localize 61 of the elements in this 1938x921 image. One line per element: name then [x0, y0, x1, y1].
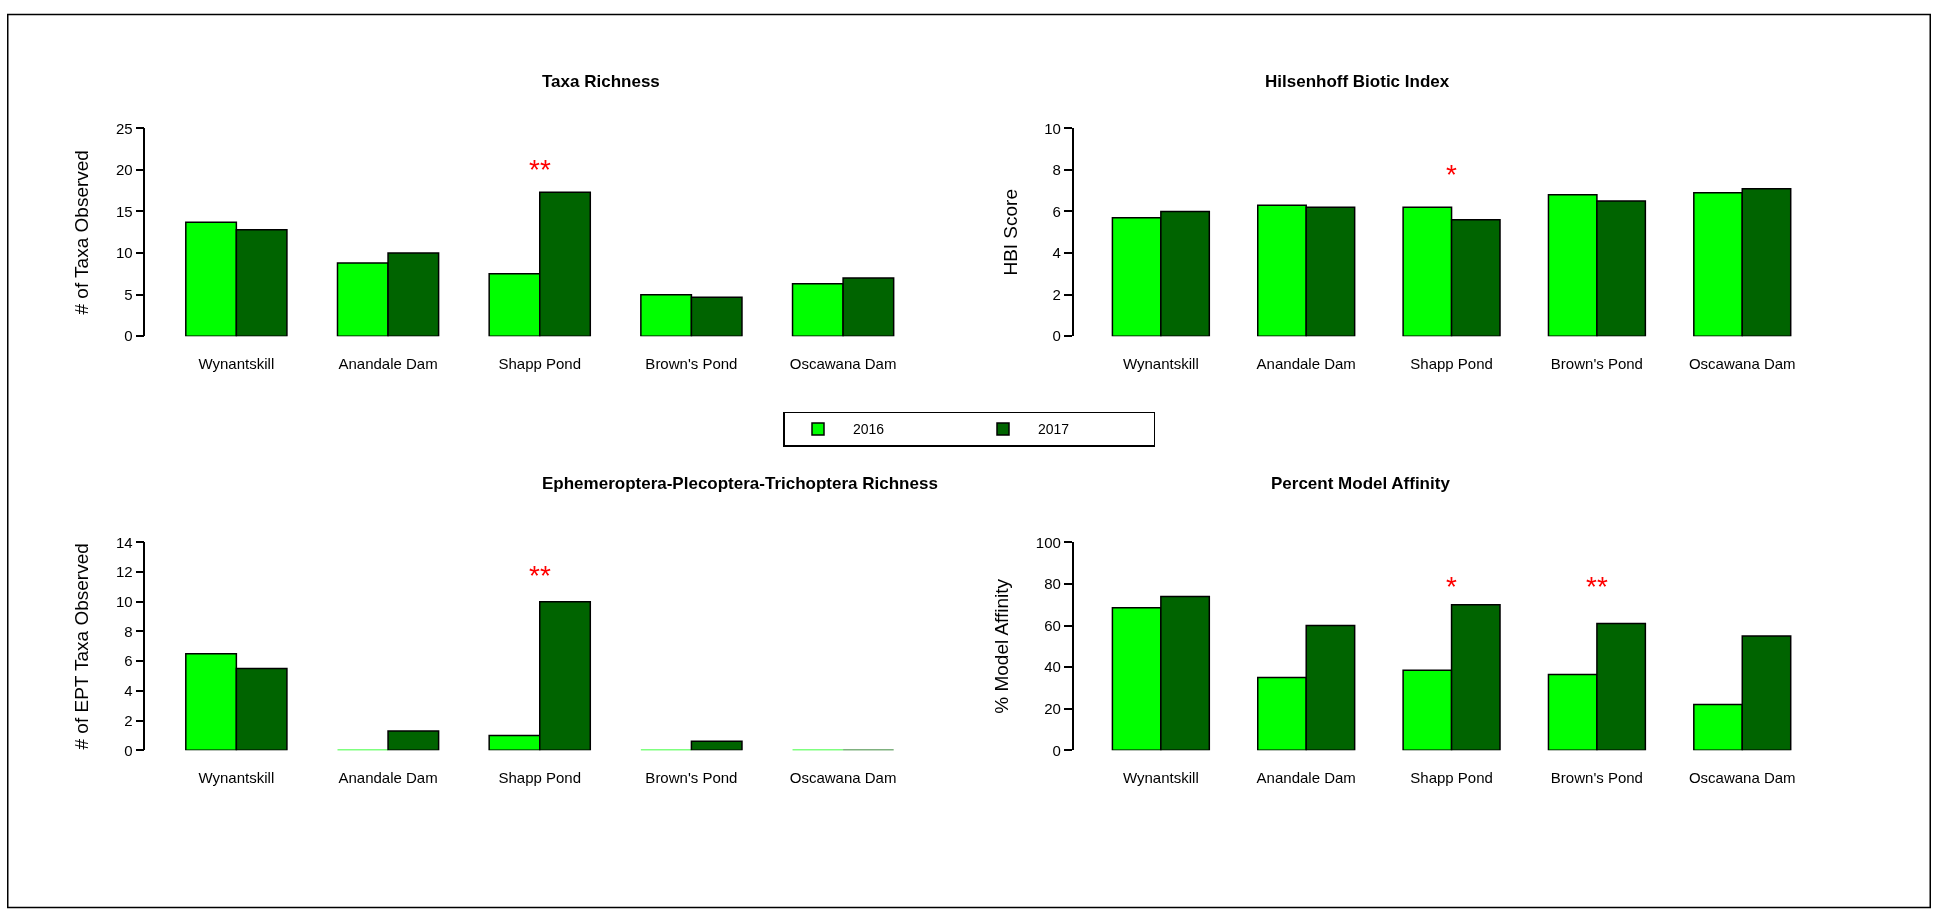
x-tick-label: Brown's Pond [1550, 355, 1643, 373]
y-tick-label: 4 [124, 682, 133, 700]
annotation: * [1446, 571, 1457, 602]
x-tick-label: Anandale Dam [1256, 769, 1356, 787]
y-tick-label: 10 [115, 593, 133, 611]
annotation: ** [1586, 571, 1608, 602]
y-tick-label: 0 [124, 327, 133, 345]
y-tick-label: 14 [115, 533, 133, 551]
chart-title: Ephemeroptera-Plecoptera-Trichoptera Richness [542, 474, 938, 493]
y-tick-label: 0 [1052, 741, 1061, 759]
chart-title: Percent Model Affinity [1271, 474, 1451, 493]
y-tick-label: 20 [115, 161, 133, 179]
chart-title: Taxa Richness [542, 72, 660, 91]
x-tick-label: Anandale Dam [338, 769, 438, 787]
y-tick-label: 0 [1052, 327, 1061, 345]
x-tick-label: Oscawana Dam [789, 769, 897, 787]
x-tick-label: Anandale Dam [1256, 355, 1356, 373]
y-tick-label: 80 [1044, 575, 1061, 593]
x-tick-label: Shapp Pond [1410, 355, 1493, 373]
x-tick-label: Brown's Pond [1550, 769, 1643, 787]
x-tick-label: Oscawana Dam [789, 355, 897, 373]
legend-label: 2017 [1038, 421, 1070, 438]
y-axis-title: HBI Score [999, 188, 1021, 276]
y-tick-label: 0 [124, 741, 133, 759]
y-tick-label: 10 [115, 244, 133, 262]
x-tick-label: Wynantskill [1123, 355, 1199, 373]
x-tick-label: Wynantskill [1123, 769, 1199, 787]
x-tick-label: Shapp Pond [498, 769, 582, 787]
y-axis-title: # of EPT Taxa Observed [71, 543, 93, 750]
y-tick-label: 8 [124, 622, 133, 640]
x-tick-label: Wynantskill [198, 769, 275, 787]
y-tick-label: 40 [1044, 658, 1061, 676]
y-tick-label: 6 [1052, 202, 1061, 220]
y-tick-label: 5 [124, 285, 133, 303]
x-tick-label: Oscawana Dam [1688, 769, 1796, 787]
chart-title: Hilsenhoff Biotic Index [1265, 72, 1450, 91]
y-tick-label: 10 [1044, 119, 1061, 137]
legend-label: 2016 [853, 421, 885, 438]
x-tick-label: Oscawana Dam [1688, 355, 1796, 373]
y-axis-title: # of Taxa Observed [71, 150, 93, 315]
y-tick-label: 2 [124, 711, 133, 729]
y-tick-label: 12 [115, 563, 133, 581]
x-tick-label: Wynantskill [198, 355, 275, 373]
y-tick-label: 100 [1035, 533, 1061, 551]
y-tick-label: 2 [1052, 285, 1061, 303]
y-tick-label: 60 [1044, 616, 1061, 634]
x-tick-label: Shapp Pond [1410, 769, 1493, 787]
y-axis-title: % Model Affinity [991, 578, 1013, 714]
y-tick-label: 6 [124, 652, 133, 670]
y-tick-label: 25 [115, 119, 133, 137]
x-tick-label: Brown's Pond [645, 355, 738, 373]
annotation: ** [529, 154, 551, 185]
annotation: * [1446, 159, 1457, 190]
x-tick-label: Shapp Pond [498, 355, 582, 373]
y-tick-label: 15 [115, 202, 133, 220]
y-tick-label: 20 [1044, 699, 1061, 717]
x-tick-label: Anandale Dam [338, 355, 438, 373]
annotation: ** [529, 560, 551, 591]
x-tick-label: Brown's Pond [645, 769, 738, 787]
y-tick-label: 8 [1052, 161, 1061, 179]
y-tick-label: 4 [1052, 244, 1061, 262]
